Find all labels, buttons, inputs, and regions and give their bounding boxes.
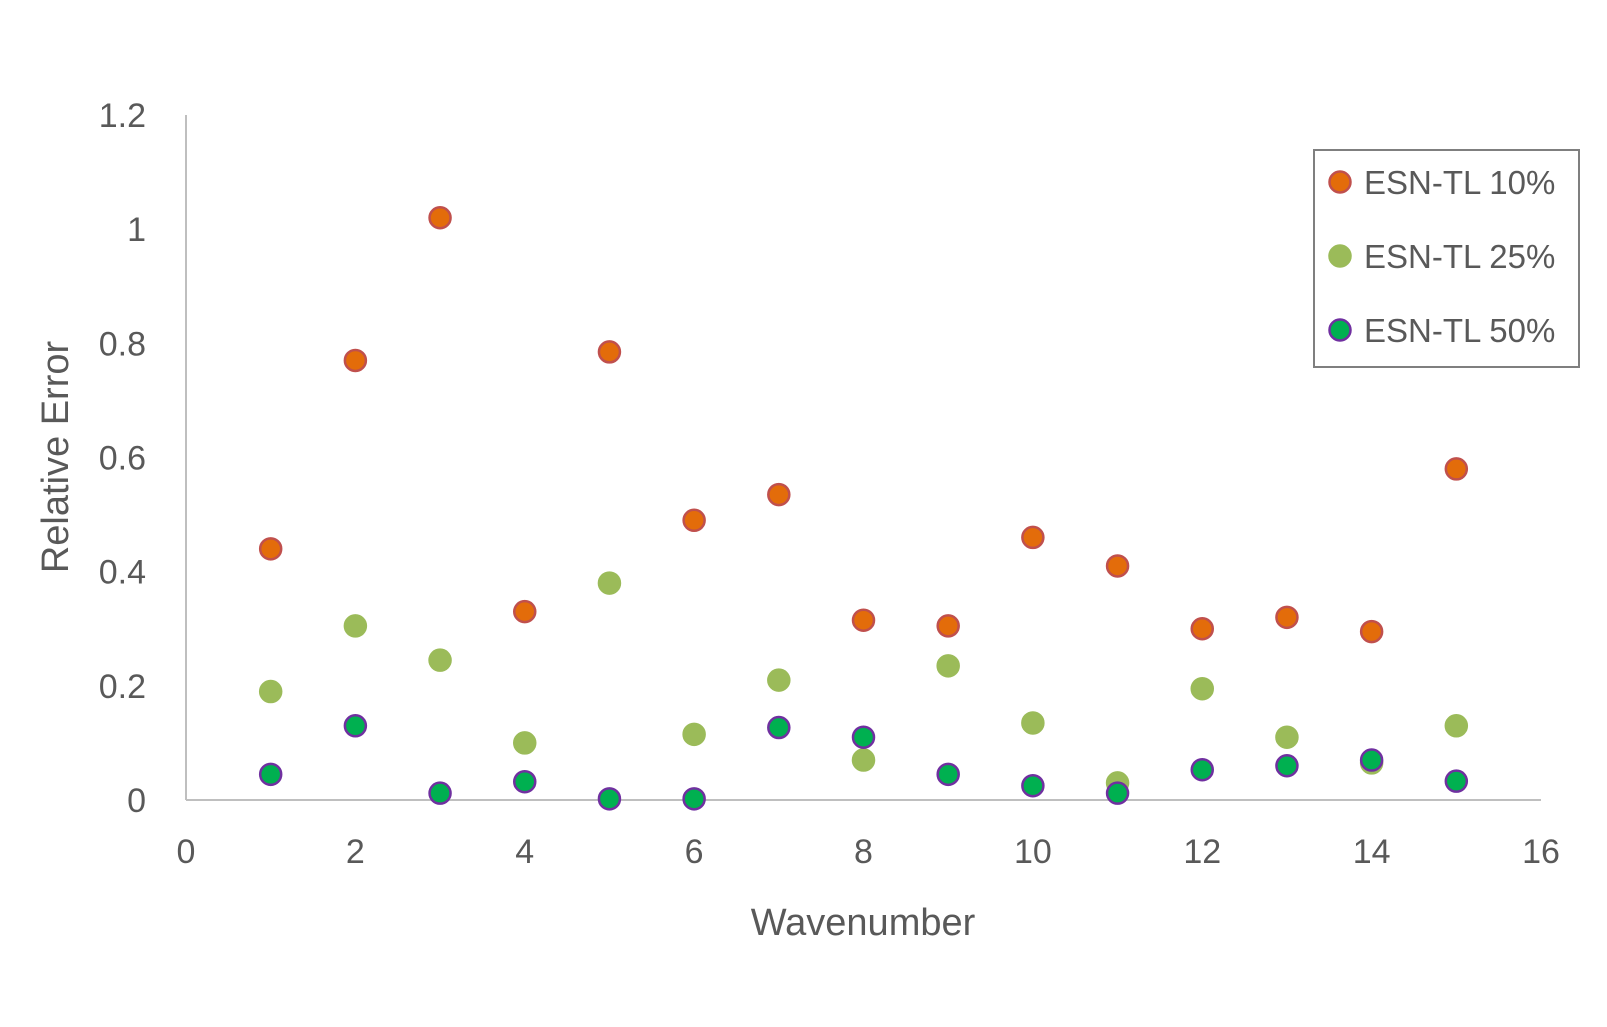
data-point bbox=[1021, 525, 1045, 550]
x-tick-label: 6 bbox=[685, 833, 704, 871]
x-axis-title: Wavenumber bbox=[751, 902, 976, 944]
x-tick-label: 16 bbox=[1522, 833, 1560, 871]
legend-items: ESN-TL 10% ESN-TL 25% ESN-TL 50% bbox=[1328, 164, 1555, 349]
data-point bbox=[936, 614, 960, 638]
data-point bbox=[851, 725, 876, 749]
legend-marker bbox=[1328, 244, 1352, 268]
y-axis-title: Relative Error bbox=[35, 341, 77, 574]
data-point bbox=[936, 762, 960, 787]
x-tick-label: 4 bbox=[515, 833, 534, 871]
y-tick-label: 0.2 bbox=[99, 668, 146, 706]
data-point bbox=[1444, 714, 1469, 738]
data-points bbox=[258, 206, 1469, 811]
data-point bbox=[1021, 773, 1045, 798]
data-point bbox=[343, 614, 368, 638]
data-point bbox=[1359, 619, 1384, 644]
data-point bbox=[851, 608, 876, 632]
y-tick-label: 1 bbox=[127, 211, 146, 249]
data-point bbox=[767, 715, 791, 740]
legend-label: ESN-TL 10% bbox=[1364, 164, 1555, 201]
data-point bbox=[1275, 725, 1299, 749]
x-tick-label: 14 bbox=[1353, 833, 1391, 871]
legend: ESN-TL 10% ESN-TL 25% ESN-TL 50% bbox=[1313, 149, 1580, 368]
y-tick-label: 0 bbox=[127, 782, 146, 820]
data-point bbox=[1021, 711, 1045, 735]
y-tick-label: 0.4 bbox=[99, 554, 146, 592]
data-point bbox=[767, 668, 791, 692]
x-tick-label: 2 bbox=[346, 833, 365, 871]
legend-marker bbox=[1328, 318, 1352, 342]
data-point bbox=[428, 781, 452, 805]
legend-label: ESN-TL 50% bbox=[1364, 312, 1555, 349]
data-point bbox=[597, 340, 622, 364]
data-point bbox=[513, 769, 537, 794]
x-tick-label: 8 bbox=[854, 833, 873, 871]
data-point bbox=[428, 648, 452, 672]
legend-box bbox=[1313, 149, 1580, 368]
series-1 bbox=[258, 206, 1469, 644]
data-point bbox=[1105, 781, 1130, 805]
data-point bbox=[258, 762, 283, 787]
data-point bbox=[682, 722, 706, 747]
series-3 bbox=[258, 714, 1469, 811]
data-point bbox=[936, 654, 960, 678]
x-tick-label: 12 bbox=[1183, 833, 1221, 871]
data-point bbox=[1105, 554, 1130, 578]
data-point bbox=[258, 679, 283, 704]
data-point bbox=[682, 787, 706, 811]
series-2 bbox=[258, 571, 1469, 795]
legend-marker bbox=[1328, 170, 1352, 194]
legend-label: ESN-TL 25% bbox=[1364, 238, 1555, 275]
data-point bbox=[1444, 457, 1469, 481]
axes bbox=[185, 115, 1541, 801]
y-tick-label: 1.2 bbox=[99, 97, 146, 135]
data-point bbox=[1190, 757, 1214, 782]
data-point bbox=[1275, 754, 1299, 778]
y-tick-label: 0.6 bbox=[99, 440, 146, 478]
data-point bbox=[513, 599, 537, 624]
data-point bbox=[428, 206, 452, 230]
y-tick-labels: 0 0.2 0.4 0.6 0.8 1 1.2 bbox=[99, 97, 146, 820]
data-point bbox=[258, 537, 283, 561]
data-point bbox=[1190, 617, 1214, 641]
x-tick-label: 0 bbox=[177, 833, 196, 871]
data-point bbox=[1275, 605, 1299, 630]
data-point bbox=[597, 787, 622, 811]
data-point bbox=[1444, 769, 1469, 793]
data-point bbox=[851, 748, 876, 772]
data-point bbox=[513, 731, 537, 755]
data-point bbox=[343, 714, 368, 738]
data-point bbox=[767, 482, 791, 507]
x-tick-labels: 0 2 4 6 8 10 12 14 16 bbox=[177, 833, 1560, 871]
data-point bbox=[597, 571, 622, 595]
data-point bbox=[343, 348, 368, 373]
data-point bbox=[1190, 676, 1214, 701]
y-tick-label: 0.8 bbox=[99, 325, 146, 363]
data-point bbox=[682, 508, 706, 533]
data-point bbox=[1359, 748, 1384, 772]
x-tick-label: 10 bbox=[1014, 833, 1052, 871]
